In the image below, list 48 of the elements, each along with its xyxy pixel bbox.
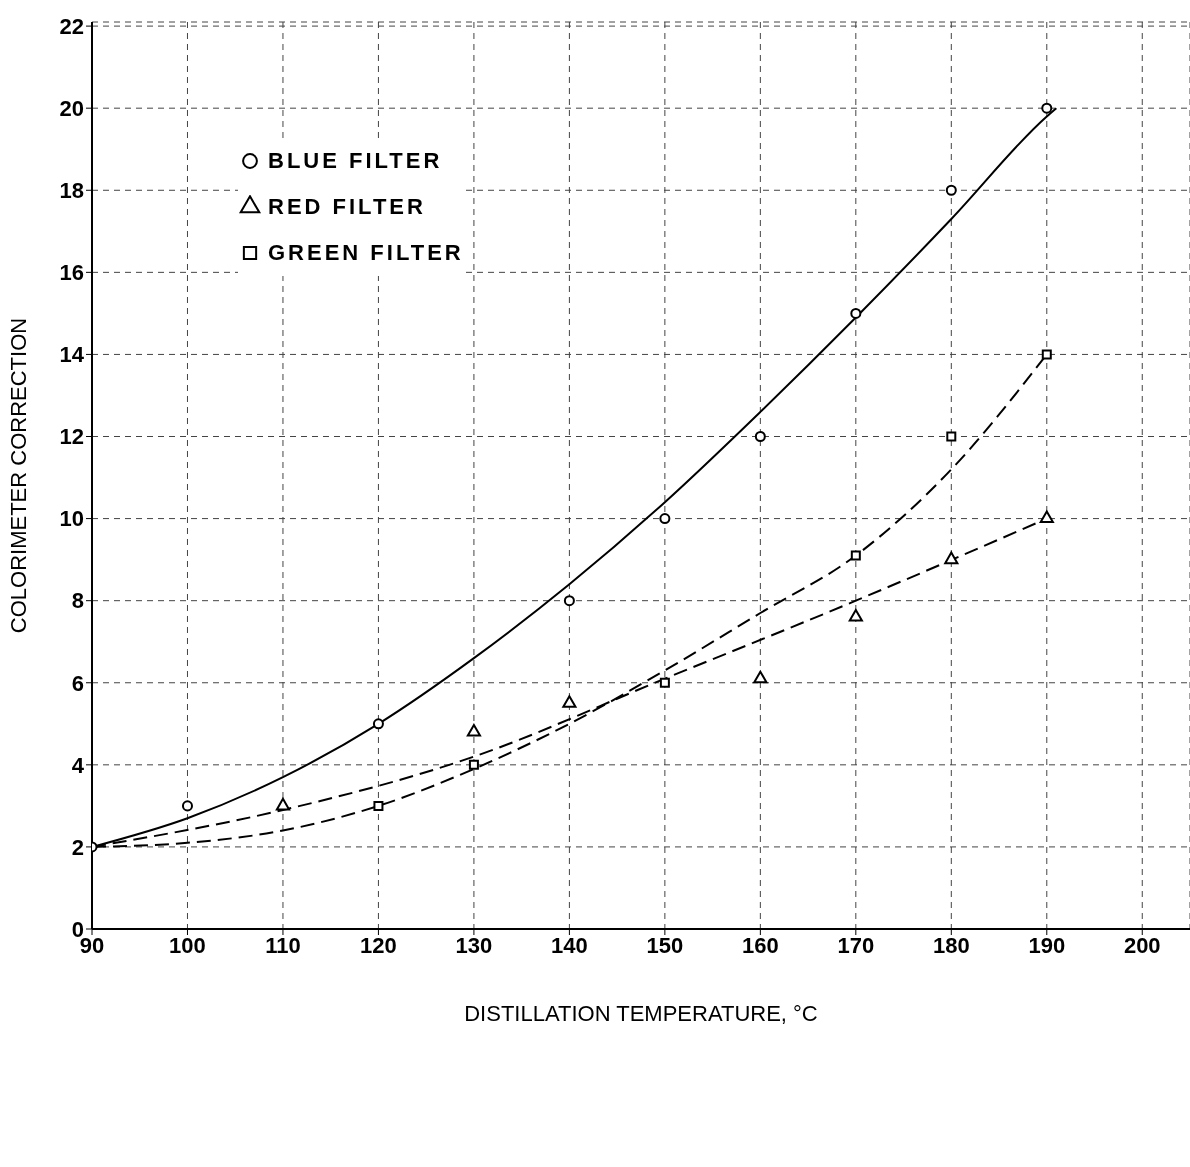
point: [850, 550, 861, 561]
point: [1039, 510, 1054, 524]
x-tick-label: 170: [837, 932, 875, 958]
x-tick-label: 130: [455, 932, 493, 958]
point: [659, 677, 670, 688]
y-axis-title: COLORIMETER CORRECTION: [5, 317, 31, 634]
point: [848, 609, 863, 622]
point: [468, 759, 479, 770]
legend-label: BLUE FILTER: [268, 148, 443, 174]
point: [466, 723, 481, 737]
x-tick-label: 120: [360, 932, 397, 958]
point: [753, 670, 768, 684]
point: [373, 800, 384, 811]
point: [562, 695, 577, 708]
point: [275, 797, 291, 811]
x-tick-label: 180: [932, 932, 970, 958]
legend-label: GREEN FILTER: [268, 240, 464, 266]
y-tick-label: 6: [71, 670, 84, 696]
x-tick-label: 100: [169, 932, 206, 958]
point: [946, 431, 957, 442]
y-tick-label: 18: [59, 178, 84, 204]
y-tick-label: 22: [59, 13, 84, 39]
y-tick-label: 8: [71, 588, 84, 614]
point: [181, 800, 193, 812]
x-tick-label: 160: [741, 932, 779, 958]
y-tick-label: 20: [59, 96, 84, 121]
y-tick-label: 16: [59, 260, 84, 286]
y-tick-label: 14: [59, 342, 85, 368]
point: [1041, 102, 1053, 114]
point: [372, 718, 384, 730]
x-tick-label: 190: [1028, 932, 1066, 958]
x-tick-label: 140: [551, 932, 588, 958]
point: [945, 184, 957, 196]
x-tick-label: 110: [265, 932, 301, 958]
x-tick-label: 150: [646, 932, 684, 958]
point: [944, 551, 959, 565]
point: [1041, 349, 1052, 360]
y-tick-label: 12: [59, 424, 84, 450]
point: [659, 513, 671, 525]
y-tick-label: 10: [59, 506, 84, 532]
y-tick-label: 4: [71, 752, 85, 778]
legend-label: RED FILTER: [268, 194, 426, 220]
x-axis-title: DISTILLATION TEMPERATURE, °C: [464, 1001, 818, 1026]
y-tick-label: 2: [71, 834, 84, 860]
x-tick-label: 200: [1123, 932, 1161, 958]
point: [754, 431, 766, 443]
point: [563, 595, 575, 607]
point: [850, 307, 862, 319]
